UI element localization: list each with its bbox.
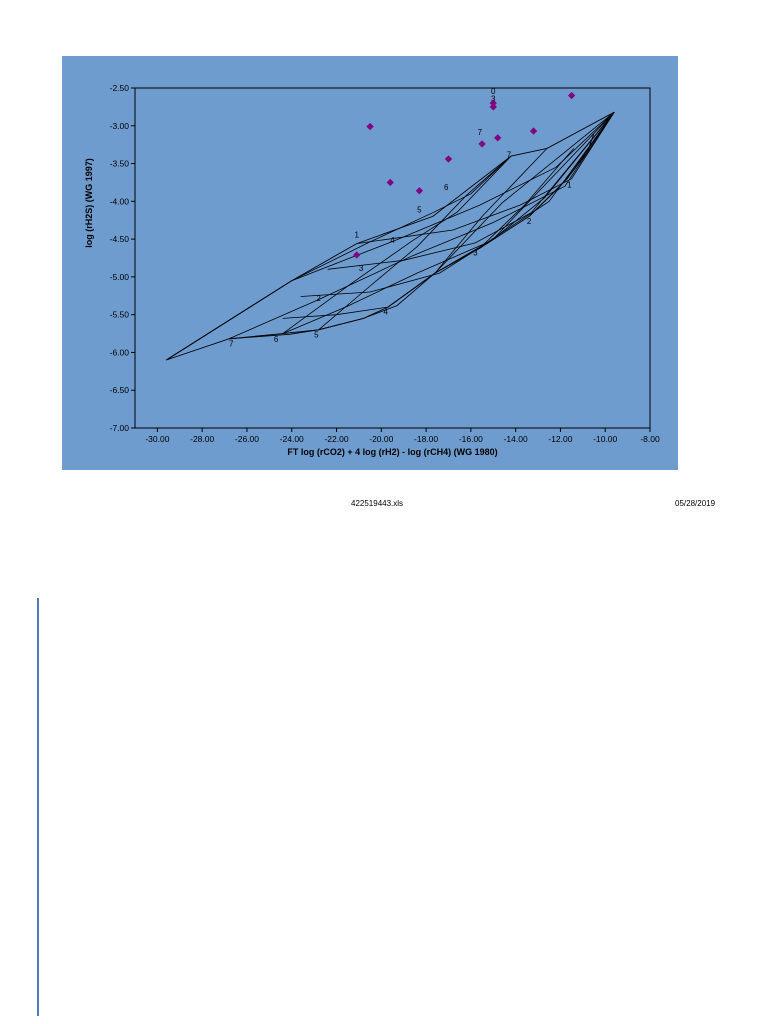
grid-curve-6: [282, 155, 512, 334]
y-tick-label: -6.00: [110, 347, 130, 357]
data-point: [567, 91, 576, 100]
x-tick-label: -26.00: [235, 434, 259, 444]
data-point: [415, 187, 424, 195]
x-tick-label: -22.00: [324, 434, 348, 444]
grid-curve-7: [166, 155, 512, 361]
grid-label: 5: [417, 206, 422, 215]
grid-curve-1: [566, 111, 615, 179]
data-point: [529, 127, 538, 135]
grid-curve-5: [318, 155, 512, 331]
grid-curve-5: [228, 111, 615, 340]
grid-curve-5: [282, 111, 615, 334]
scatter-chart: -2.50 -3.00 -3.50 -4.00 -4.50 -5.00 -5.50 -6.00…: [84, 83, 660, 457]
grid-label: 6: [274, 335, 279, 344]
grid-label: 4: [390, 236, 395, 245]
x-tick-label: -16.00: [459, 434, 483, 444]
grid-label: 2: [316, 294, 321, 303]
x-tick-label: -14.00: [504, 434, 528, 444]
grid-label: 0: [491, 87, 496, 96]
data-point: [493, 134, 502, 142]
x-tick-label: -12.00: [548, 434, 572, 444]
x-tick-label: -24.00: [280, 434, 304, 444]
x-tick-label: -8.00: [640, 434, 660, 444]
y-tick-label: -4.50: [110, 234, 130, 244]
grid-label: 1: [354, 231, 359, 240]
y-tick-label: -2.50: [110, 83, 130, 93]
grid-curve-2: [327, 111, 615, 270]
grid-curve-4: [282, 111, 615, 319]
footer-filename: 422519443.xls: [351, 499, 404, 508]
grid-outline-bottom: [166, 111, 615, 361]
chart-panel: -2.50 -3.00 -3.50 -4.00 -4.50 -5.00 -5.50 -6.00…: [62, 56, 678, 470]
grid-label: 7: [507, 151, 512, 160]
grid-label: 6: [444, 183, 449, 192]
grid-curve-3: [300, 111, 615, 297]
y-tick-label: -5.00: [110, 272, 130, 282]
data-point: [366, 122, 374, 131]
grid-curve-4: [387, 148, 548, 308]
grid-label: 2: [527, 217, 532, 226]
grid-label: 3: [491, 95, 496, 104]
margin-rule: [37, 598, 39, 1016]
x-tick-label: -28.00: [190, 434, 214, 444]
grid-curve-1: [356, 111, 615, 244]
x-tick-label: -20.00: [369, 434, 393, 444]
y-tick-label: -3.00: [110, 121, 130, 131]
x-axis-label: FT log (rCO2) + 4 log (rH2) - log (rCH4)…: [287, 447, 497, 457]
y-tick-label: -6.50: [110, 385, 130, 395]
y-tick-label: -5.50: [110, 310, 130, 320]
data-point: [489, 103, 498, 111]
x-tick-label: -30.00: [145, 434, 169, 444]
data-point: [444, 155, 453, 163]
grid-label: 7: [478, 128, 483, 137]
grid-curve-3: [479, 148, 575, 249]
y-tick-label: -7.00: [110, 423, 130, 433]
grid-label: 3: [473, 249, 478, 258]
data-point: [386, 178, 395, 187]
grid-label: 4: [384, 308, 389, 317]
data-point: [478, 140, 486, 148]
plot-frame: [134, 87, 651, 429]
grid-curve-6: [228, 111, 615, 340]
grid-label: 5: [314, 330, 319, 339]
y-axis-label: log (rH2S) (WG 1997): [84, 158, 94, 248]
data-point: [352, 251, 361, 259]
grid-label: 3: [359, 264, 364, 273]
y-tick-label: -4.00: [110, 196, 130, 206]
footer-date: 05/28/2019: [675, 499, 716, 508]
y-tick-label: -3.50: [110, 159, 130, 169]
grid-outline-top: [166, 111, 615, 361]
x-tick-label: -18.00: [414, 434, 438, 444]
x-tick-label: -10.00: [593, 434, 617, 444]
grid-label: 1: [567, 181, 572, 190]
grid-label: 7: [229, 339, 234, 348]
